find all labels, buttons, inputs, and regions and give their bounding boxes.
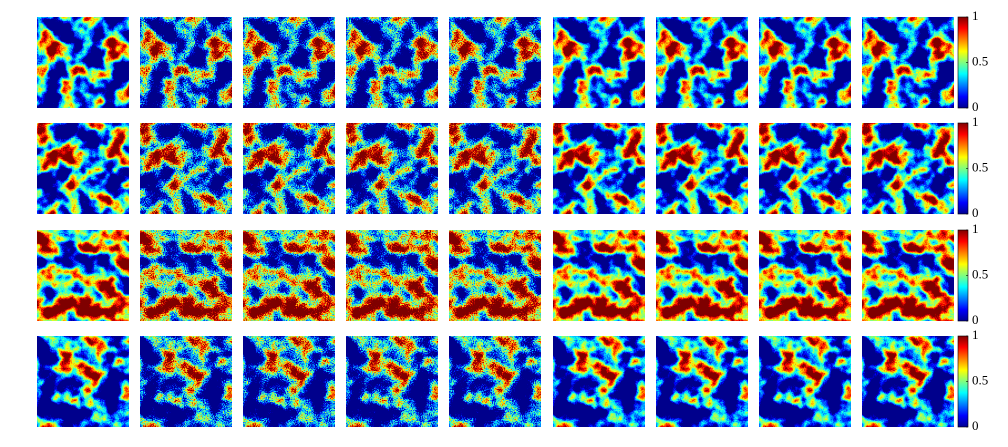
colorbar-tick-label: 0.5	[972, 266, 988, 281]
colorbar-tick-label: 0.5	[972, 53, 988, 68]
heatmap-panel	[656, 230, 748, 321]
colorbar-tick-label: 0	[972, 418, 979, 433]
colorbar-tick-label: 1	[972, 327, 979, 342]
heatmap-image	[140, 230, 232, 321]
heatmap-image	[862, 123, 954, 214]
heatmap-panel	[553, 336, 645, 427]
heatmap-panel	[140, 230, 232, 321]
heatmap-image	[656, 230, 748, 321]
heatmap-panel	[243, 336, 335, 427]
colorbar-tick-label: 0	[972, 205, 979, 220]
heatmap-image	[759, 17, 851, 108]
heatmap-panel	[656, 17, 748, 108]
heatmap-panel	[862, 123, 954, 214]
heatmap-panel	[656, 123, 748, 214]
heatmap-image	[449, 230, 541, 321]
heatmap-image	[759, 123, 851, 214]
heatmap-image	[37, 17, 129, 108]
heatmap-panel	[656, 336, 748, 427]
heatmap-image	[862, 17, 954, 108]
heatmap-image	[656, 123, 748, 214]
heatmap-image	[449, 123, 541, 214]
colorbar-tick-label: 1	[972, 221, 979, 236]
heatmap-image	[37, 230, 129, 321]
heatmap-panel	[759, 123, 851, 214]
heatmap-panel	[140, 336, 232, 427]
heatmap-image	[243, 336, 335, 427]
heatmap-image	[346, 336, 438, 427]
heatmap-panel	[37, 17, 129, 108]
heatmap-image	[346, 123, 438, 214]
heatmap-image	[140, 336, 232, 427]
heatmap-image	[140, 17, 232, 108]
heatmap-panel	[37, 230, 129, 321]
heatmap-image	[243, 17, 335, 108]
heatmap-image	[862, 230, 954, 321]
heatmap-panel	[759, 336, 851, 427]
heatmap-panel	[449, 17, 541, 108]
heatmap-panel	[37, 123, 129, 214]
heatmap-panel	[346, 230, 438, 321]
heatmap-panel	[346, 123, 438, 214]
colorbar-tick-label: 0.5	[972, 372, 988, 387]
heatmap-image	[656, 17, 748, 108]
colorbar-tick-label: 1	[972, 114, 979, 129]
heatmap-panel	[346, 336, 438, 427]
heatmap-panel	[449, 336, 541, 427]
heatmap-panel	[553, 123, 645, 214]
heatmap-image	[553, 336, 645, 427]
colorbar-tick-label: 0.5	[972, 159, 988, 174]
colorbar-tick-label: 1	[972, 8, 979, 23]
heatmap-panel	[243, 123, 335, 214]
heatmap-panel	[759, 230, 851, 321]
heatmap-image	[243, 230, 335, 321]
colorbar-tick-label: 0	[972, 99, 979, 114]
heatmap-panel	[346, 17, 438, 108]
heatmap-image	[346, 230, 438, 321]
heatmap-image	[37, 123, 129, 214]
heatmap-panel	[140, 17, 232, 108]
heatmap-image	[243, 123, 335, 214]
heatmap-panel	[862, 230, 954, 321]
heatmap-panel	[449, 123, 541, 214]
heatmap-image	[346, 17, 438, 108]
heatmap-panel	[37, 336, 129, 427]
heatmap-image	[656, 336, 748, 427]
heatmap-image	[449, 336, 541, 427]
heatmap-panel	[759, 17, 851, 108]
colorbar-tick-label: 0	[972, 312, 979, 327]
heatmap-image	[449, 17, 541, 108]
heatmap-image	[140, 123, 232, 214]
heatmap-panel	[862, 336, 954, 427]
heatmap-panel	[140, 123, 232, 214]
heatmap-image	[553, 230, 645, 321]
heatmap-panel	[553, 17, 645, 108]
heatmap-image	[759, 230, 851, 321]
heatmap-panel	[862, 17, 954, 108]
heatmap-image	[553, 123, 645, 214]
heatmap-image	[37, 336, 129, 427]
heatmap-image	[553, 17, 645, 108]
heatmap-panel	[243, 17, 335, 108]
heatmap-image	[862, 336, 954, 427]
heatmap-panel	[553, 230, 645, 321]
heatmap-image	[759, 336, 851, 427]
heatmap-panel	[449, 230, 541, 321]
heatmap-panel	[243, 230, 335, 321]
